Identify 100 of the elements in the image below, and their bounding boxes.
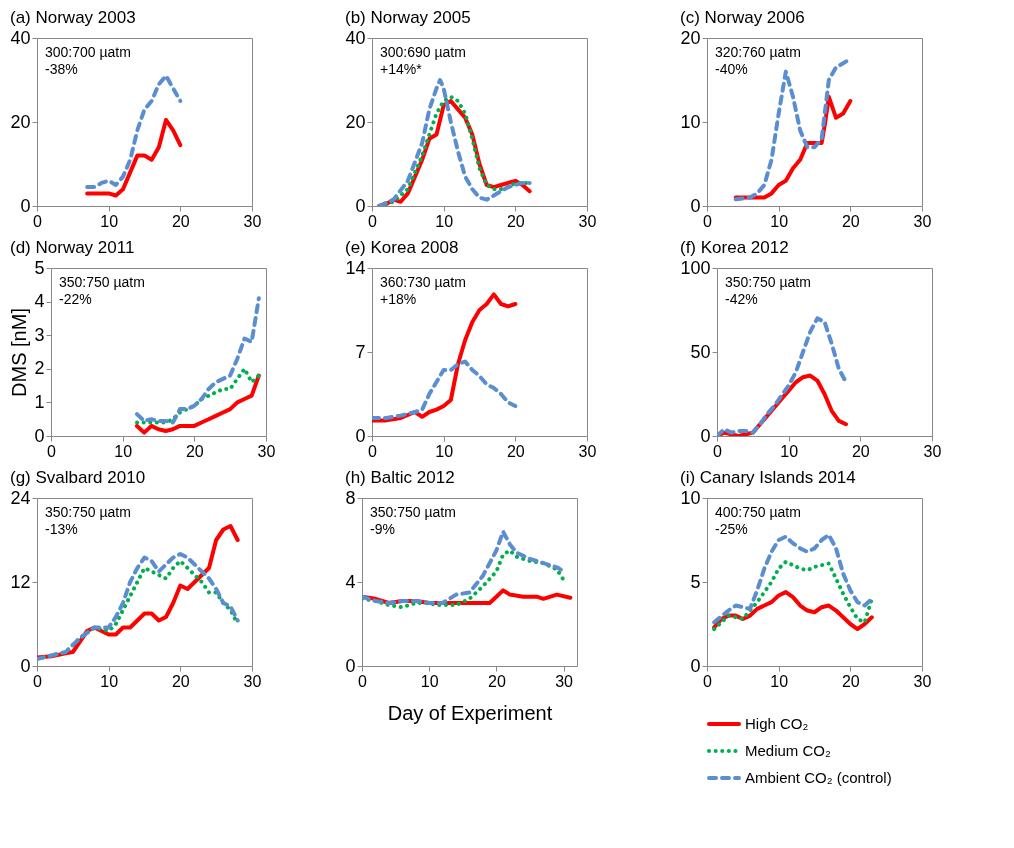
annotation: -42% xyxy=(725,291,758,307)
y-tick-label: 1 xyxy=(34,391,45,412)
chart-title: (g) Svalbard 2010 xyxy=(9,468,146,487)
legend-label: High CO₂ xyxy=(745,715,809,732)
y-tick-label: 0 xyxy=(345,655,356,676)
y-tick-label: 0 xyxy=(690,655,701,676)
legend-label: Ambient CO₂ (control) xyxy=(745,769,892,786)
annotation: 300:700 µatm xyxy=(45,44,131,60)
x-tick-label: 10 xyxy=(420,672,439,690)
annotation: 350:750 µatm xyxy=(45,504,131,520)
y-tick-label: 24 xyxy=(10,487,31,508)
chart-title: (b) Norway 2005 xyxy=(344,8,471,27)
y-tick-label: 10 xyxy=(680,487,701,508)
x-tick-label: 10 xyxy=(780,442,799,460)
x-tick-label: 20 xyxy=(841,212,860,230)
annotation: -22% xyxy=(59,291,92,307)
x-tick-label: 30 xyxy=(243,672,262,690)
x-tick-label: 20 xyxy=(506,442,525,460)
x-tick-label: 0 xyxy=(713,442,723,460)
line-series xyxy=(712,590,874,632)
x-tick-label: 10 xyxy=(435,442,454,460)
x-tick-label: 30 xyxy=(578,212,597,230)
x-tick-label: 10 xyxy=(100,672,119,690)
chart-title: (a) Norway 2003 xyxy=(9,8,136,27)
x-tick-label: 30 xyxy=(243,212,262,230)
line-series xyxy=(372,359,518,420)
x-tick-label: 10 xyxy=(770,672,789,690)
y-tick-label: 5 xyxy=(690,571,701,592)
line-series xyxy=(712,532,874,625)
y-tick-label: 4 xyxy=(34,291,45,312)
y-tick-label: 2 xyxy=(34,358,45,379)
annotation: +14%* xyxy=(380,61,423,77)
chart-title: (e) Korea 2008 xyxy=(344,238,459,257)
annotation: 400:750 µatm xyxy=(715,504,801,520)
y-tick-label: 8 xyxy=(345,487,356,508)
annotation: -40% xyxy=(715,61,748,77)
annotation: 350:750 µatm xyxy=(59,274,145,290)
annotation: 320:760 µatm xyxy=(715,44,801,60)
x-tick-label: 30 xyxy=(913,672,932,690)
y-tick-label: 14 xyxy=(345,257,366,278)
x-tick-label: 20 xyxy=(185,442,204,460)
annotation: +18% xyxy=(380,291,417,307)
y-tick-label: 4 xyxy=(345,571,356,592)
x-tick-label: 10 xyxy=(770,212,789,230)
annotation: 360:730 µatm xyxy=(380,274,466,290)
y-tick-label: 0 xyxy=(355,195,366,216)
y-axis-title: DMS [nM] xyxy=(8,308,31,397)
y-tick-label: 20 xyxy=(680,27,701,48)
line-series xyxy=(717,316,848,436)
line-series xyxy=(135,296,261,425)
annotation: 350:750 µatm xyxy=(725,274,811,290)
y-tick-label: 12 xyxy=(10,571,31,592)
x-tick-label: 20 xyxy=(171,672,190,690)
chart-title: (i) Canary Islands 2014 xyxy=(679,468,856,487)
y-tick-label: 5 xyxy=(34,257,45,278)
x-tick-label: 30 xyxy=(913,212,932,230)
y-tick-label: 0 xyxy=(20,655,31,676)
y-tick-label: 20 xyxy=(345,111,366,132)
line-series xyxy=(85,117,183,198)
x-tick-label: 0 xyxy=(368,442,378,460)
y-tick-label: 0 xyxy=(34,425,45,446)
x-tick-label: 0 xyxy=(368,212,378,230)
annotation: -25% xyxy=(715,521,748,537)
line-series xyxy=(135,373,261,435)
y-tick-label: 20 xyxy=(10,111,31,132)
x-tick-label: 30 xyxy=(578,442,597,460)
line-series xyxy=(135,366,261,425)
x-tick-label: 20 xyxy=(841,672,860,690)
x-tick-label: 10 xyxy=(435,212,454,230)
annotation: 300:690 µatm xyxy=(380,44,466,60)
line-series xyxy=(712,559,874,632)
annotation: -38% xyxy=(45,61,78,77)
y-tick-label: 3 xyxy=(34,324,45,345)
line-series xyxy=(372,292,518,423)
x-tick-label: 20 xyxy=(506,212,525,230)
x-tick-label: 20 xyxy=(851,442,870,460)
annotation: -13% xyxy=(45,521,78,537)
x-axis-title: Day of Experiment xyxy=(387,701,553,724)
legend-label: Medium CO₂ xyxy=(745,742,832,759)
x-tick-label: 20 xyxy=(487,672,506,690)
x-tick-label: 20 xyxy=(171,212,190,230)
y-tick-label: 10 xyxy=(680,111,701,132)
line-series xyxy=(85,73,183,190)
y-tick-label: 0 xyxy=(20,195,31,216)
y-tick-label: 40 xyxy=(10,27,31,48)
x-tick-label: 10 xyxy=(114,442,133,460)
y-tick-label: 40 xyxy=(345,27,366,48)
y-tick-label: 100 xyxy=(680,257,711,278)
y-tick-label: 7 xyxy=(355,341,366,362)
chart-title: (d) Norway 2011 xyxy=(9,238,135,257)
x-tick-label: 10 xyxy=(100,212,119,230)
y-tick-label: 0 xyxy=(355,425,366,446)
annotation: 350:750 µatm xyxy=(370,504,456,520)
x-tick-label: 30 xyxy=(923,442,942,460)
chart-title: (c) Norway 2006 xyxy=(679,8,805,27)
y-tick-label: 0 xyxy=(690,195,701,216)
chart-title: (f) Korea 2012 xyxy=(679,238,789,257)
line-series xyxy=(362,548,566,610)
annotation: -9% xyxy=(370,521,395,537)
y-tick-label: 50 xyxy=(690,341,711,362)
